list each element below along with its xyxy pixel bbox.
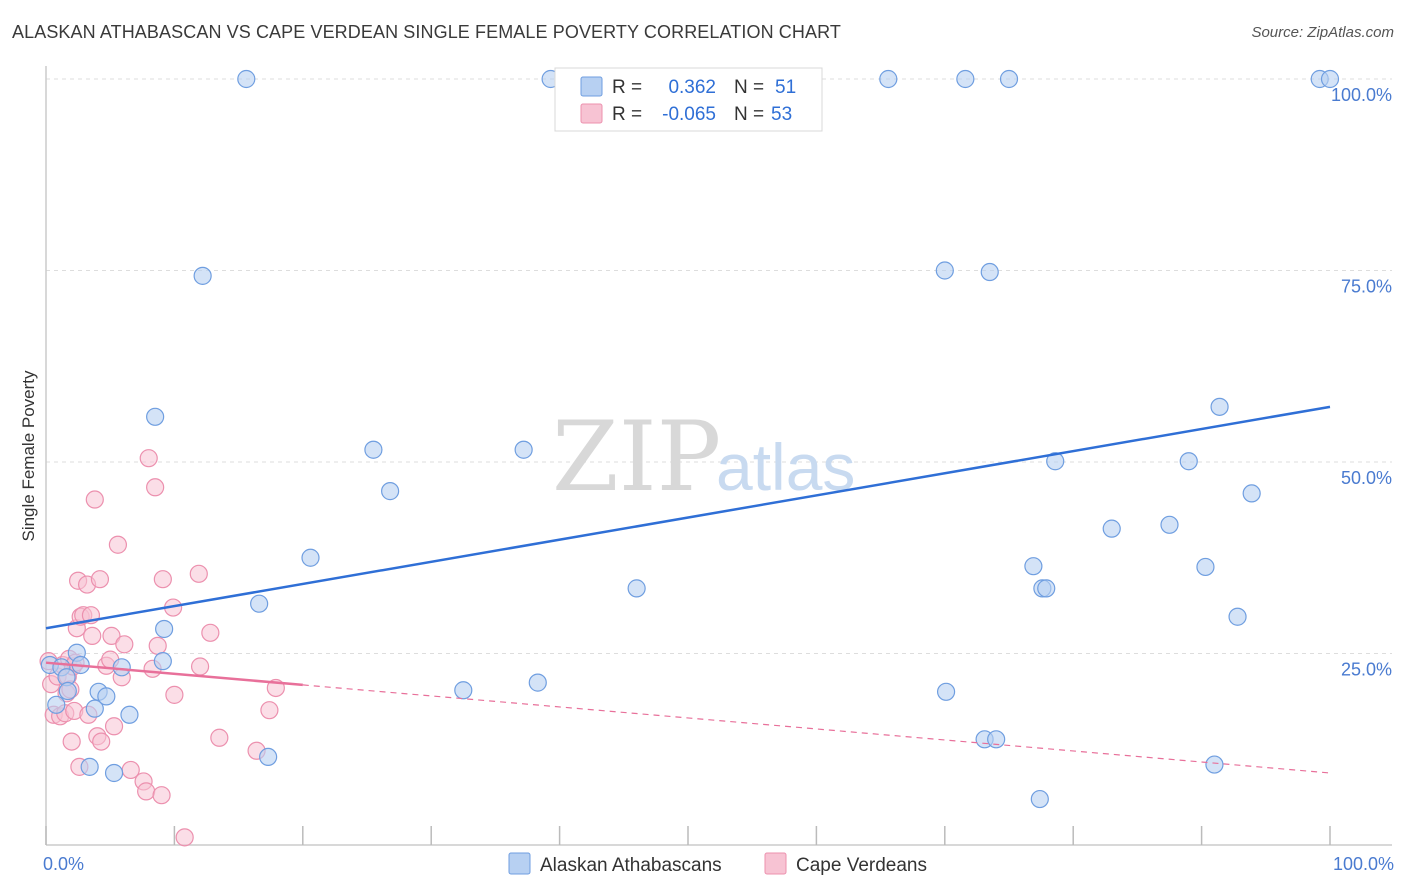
cape-verdean-point: [190, 657, 210, 676]
alaskan-athabascan-point: [85, 699, 104, 718]
alaskan-athabascan-point: [1242, 484, 1261, 503]
alaskan-athabascan-point: [879, 69, 898, 89]
cape-verdean-point: [83, 626, 102, 645]
alaskan-athabascan-point: [1196, 557, 1215, 577]
alaskan-athabascan-point: [1030, 789, 1049, 809]
alaskan-athabascan-point: [936, 682, 956, 701]
legend-n-label-1: N =: [734, 77, 764, 98]
alaskan-athabascan-point: [237, 69, 256, 89]
trend-line-cape-verdeans-extended: [302, 684, 1331, 774]
cape-verdean-point: [139, 449, 158, 468]
alaskan-athabascan-point: [528, 673, 547, 692]
source-credit: Source: ZipAtlas.com: [1251, 24, 1394, 41]
alaskan-athabascan-point: [112, 658, 131, 677]
series-legend: Alaskan Athabascans Cape Verdeans: [508, 852, 927, 876]
alaskan-athabascan-point: [1179, 452, 1198, 471]
y-tick-label-75: 75.0%: [1341, 277, 1392, 297]
alaskan-athabascan-point: [987, 730, 1006, 749]
cape-verdean-point: [175, 828, 194, 847]
grid-lines: [46, 78, 1392, 654]
cape-verdean-point: [201, 623, 220, 642]
alaskan-athabascan-point: [120, 705, 139, 724]
alaskan-athabascan-point: [956, 69, 975, 89]
watermark-zip: ZIP: [552, 401, 721, 513]
alaskan-athabascan-point: [364, 440, 383, 459]
alaskan-athabascan-point: [1102, 519, 1121, 538]
series-legend-label-pink: Cape Verdeans: [796, 855, 927, 876]
legend-n-label-2: N =: [734, 104, 764, 125]
alaskan-athabascan-point: [1037, 579, 1056, 598]
cape-verdean-point: [62, 732, 81, 751]
alaskan-athabascan-point: [1228, 607, 1247, 626]
cape-verdean-point: [90, 570, 110, 589]
y-tick-label-25: 25.0%: [1341, 660, 1392, 680]
alaskan-athabascan-point: [250, 594, 269, 613]
alaskan-athabascan-point: [153, 652, 172, 671]
y-tick-label-100: 100.0%: [1331, 85, 1392, 105]
legend-r-label-1: R =: [612, 77, 642, 98]
legend-r-value-1: 0.362: [668, 77, 716, 98]
series-legend-swatch-blue: [508, 852, 531, 875]
alaskan-athabascans-points: [40, 69, 1340, 809]
cape-verdean-point: [137, 782, 156, 801]
cape-verdean-point: [165, 685, 184, 704]
alaskan-athabascan-point: [1205, 755, 1224, 774]
alaskan-athabascan-point: [1160, 515, 1179, 534]
legend-r-value-2: -0.065: [662, 104, 716, 125]
alaskan-athabascan-point: [1046, 452, 1065, 471]
x-tick-labels: 0.0% 100.0%: [43, 854, 1394, 874]
trend-line-cape-verdeans: [45, 661, 303, 687]
cape-verdean-point: [152, 786, 171, 805]
cape-verdean-point: [148, 636, 167, 655]
cape-verdean-point: [108, 535, 128, 554]
alaskan-athabascan-point: [259, 747, 278, 767]
cape-verdean-point: [153, 570, 172, 589]
alaskan-athabascan-point: [514, 440, 533, 459]
legend-n-value-1: 51: [775, 77, 796, 98]
cape-verdean-point: [102, 626, 121, 645]
alaskan-athabascan-point: [47, 695, 66, 714]
alaskan-athabascan-point: [381, 482, 400, 501]
trend-line-alaskan-athabascans: [45, 405, 1331, 630]
x-tick-label-max: 100.0%: [1333, 854, 1394, 874]
series-legend-swatch-pink: [764, 852, 787, 875]
trend-lines: [45, 405, 1331, 774]
cape-verdean-point: [92, 732, 111, 751]
alaskan-athabascan-point: [146, 407, 165, 426]
cape-verdean-point: [260, 701, 279, 720]
y-tick-label-50: 50.0%: [1341, 468, 1392, 488]
legend-swatch-pink: [580, 103, 603, 124]
alaskan-athabascan-point: [1210, 397, 1229, 416]
alaskan-athabascan-point: [1320, 69, 1340, 89]
alaskan-athabascan-point: [80, 757, 99, 776]
alaskan-athabascan-point: [1024, 557, 1043, 576]
alaskan-athabascan-point: [627, 579, 646, 598]
cape-verdean-point: [115, 635, 134, 654]
legend-r-label-2: R =: [612, 104, 642, 125]
alaskan-athabascan-point: [155, 619, 174, 639]
x-tick-label-min: 0.0%: [43, 854, 84, 874]
alaskan-athabascan-point: [980, 262, 999, 282]
correlation-legend: R = 0.362 N = 51 R = -0.065 N = 53: [554, 67, 823, 132]
chart-title: ALASKAN ATHABASCAN VS CAPE VERDEAN SINGL…: [12, 22, 841, 42]
alaskan-athabascan-point: [104, 763, 124, 783]
legend-swatch-blue: [580, 76, 603, 97]
cape-verdean-point: [146, 478, 165, 497]
cape-verdean-point: [104, 717, 124, 736]
y-tick-labels: 25.0% 50.0% 75.0% 100.0%: [1331, 85, 1392, 680]
cape-verdean-point: [210, 728, 229, 747]
alaskan-athabascan-point: [935, 261, 954, 280]
cape-verdean-point: [85, 490, 104, 509]
alaskan-athabascan-point: [58, 681, 77, 701]
alaskan-athabascan-point: [999, 69, 1019, 89]
series-legend-label-blue: Alaskan Athabascans: [540, 855, 722, 876]
alaskan-athabascan-point: [97, 687, 116, 706]
y-axis-label: Single Female Poverty: [19, 370, 38, 542]
alaskan-athabascan-point: [193, 266, 212, 285]
alaskan-athabascan-point: [454, 681, 473, 700]
cape-verdean-point: [189, 564, 208, 583]
legend-n-value-2: 53: [771, 104, 792, 125]
alaskan-athabascan-point: [301, 548, 320, 567]
